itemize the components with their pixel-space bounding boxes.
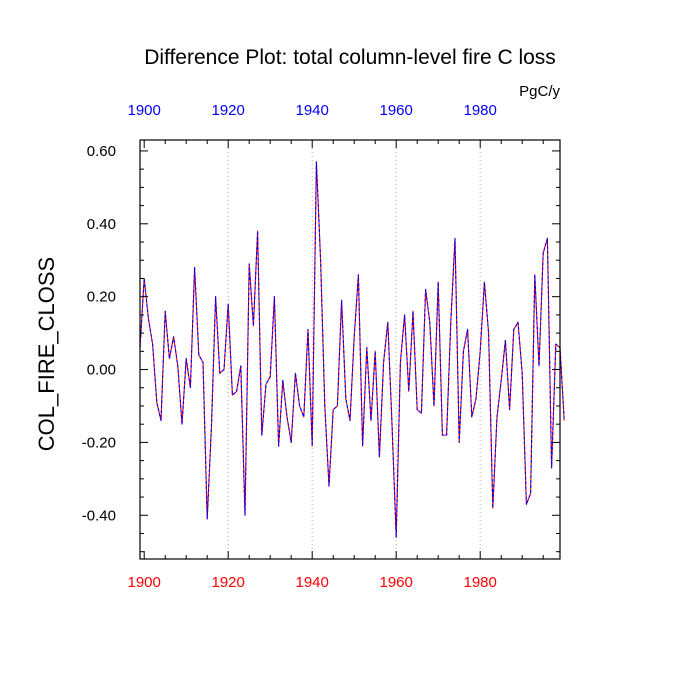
x-tick-label-bottom: 1980 bbox=[464, 574, 497, 591]
series-lines bbox=[139, 161, 565, 538]
y-tick-label: 0.40 bbox=[87, 216, 116, 233]
plot-frame bbox=[139, 139, 561, 560]
x-tick-label-top: 1940 bbox=[296, 102, 329, 119]
y-tick-label: -0.20 bbox=[82, 434, 116, 451]
y-tick-label: 0.00 bbox=[87, 362, 116, 379]
chart-title: Difference Plot: total column-level fire… bbox=[144, 46, 556, 69]
x-tick-label-top: 1960 bbox=[380, 102, 413, 119]
y-tick-label: 0.20 bbox=[87, 289, 116, 306]
y-tick-label: -0.40 bbox=[82, 507, 116, 524]
x-tick-label-top: 1920 bbox=[212, 102, 245, 119]
x-tick-label-bottom: 1940 bbox=[296, 574, 329, 591]
axes: 1900 1900 1920 1920 1940 1940 1960 1960 1980 1980… bbox=[82, 102, 561, 591]
x-tick-label-bottom: 1900 bbox=[128, 574, 161, 591]
x-tick-label-top: 1980 bbox=[464, 102, 497, 119]
x-tick-label-top: 1900 bbox=[128, 102, 161, 119]
series-line-2 bbox=[139, 161, 565, 538]
y-axis-label: COL_FIRE_CLOSS bbox=[34, 257, 59, 451]
x-tick-label-bottom: 1960 bbox=[380, 574, 413, 591]
x-tick-label-bottom: 1920 bbox=[212, 574, 245, 591]
units-label: PgC/y bbox=[519, 83, 560, 100]
y-tick-label: 0.60 bbox=[87, 143, 116, 160]
